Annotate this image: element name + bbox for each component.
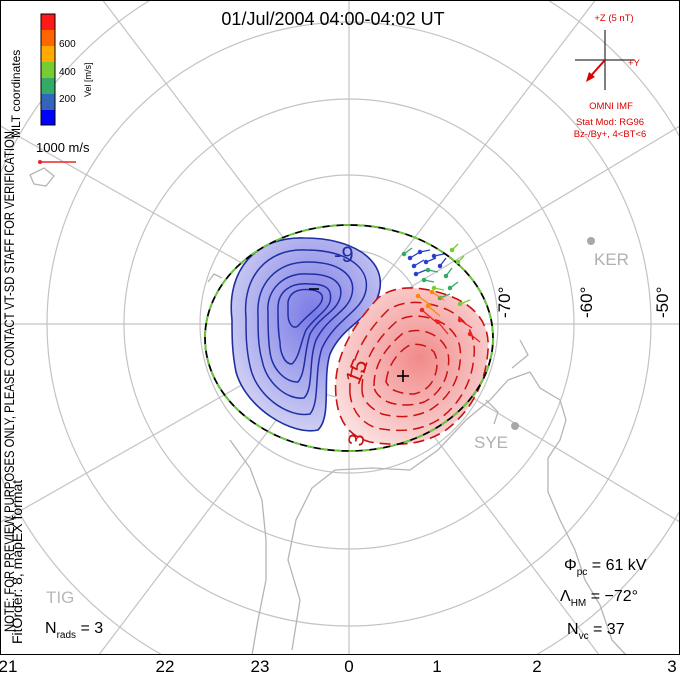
imf-model-line1: Stat Mod: RG96: [576, 117, 644, 128]
colorbar-unit-label: Vel [m/s]: [83, 62, 93, 97]
neg-contour-label: -9: [334, 242, 354, 267]
station-markers: [511, 237, 595, 430]
hm-boundary: [204, 224, 494, 452]
mlt-label-23: 23: [251, 657, 270, 674]
mlt-label-0: 0: [344, 657, 353, 674]
colorbar-tick-600: 600: [59, 39, 76, 50]
negative-potential-cell: [230, 237, 381, 432]
mlt-label-22: 22: [156, 657, 175, 674]
imf-y-label: +Y: [628, 58, 641, 69]
fit-order-label: FitOrder: 8, mapEX format: [9, 480, 25, 644]
lambda-hm-stat: ΛHM = −72°: [560, 588, 638, 609]
mlt-label-3: 3: [667, 657, 676, 674]
n-rads-stat: Nrads = 3: [45, 620, 103, 641]
mlt-coordinates-label: MLT coordinates: [9, 50, 23, 138]
mlt-label-1: 1: [432, 657, 441, 674]
map-title: 01/Jul/2004 04:00-04:02 UT: [221, 9, 444, 29]
vector-scale-label: 1000 m/s: [36, 140, 90, 155]
lat-label-50: -50°: [653, 287, 672, 318]
velocity-colorbar: [40, 13, 56, 126]
mlt-label-21: 21: [0, 657, 17, 674]
velocity-vectors: [401, 243, 481, 343]
preview-note: NOTE: FOR PREVIEW PURPOSES ONLY, PLEASE …: [2, 128, 17, 632]
colorbar-tick-400: 400: [59, 67, 76, 78]
imf-z-label: +Z (5 nT): [594, 13, 633, 24]
station-sye-label: SYE: [474, 433, 508, 452]
lat-label-60: -60°: [577, 287, 596, 318]
mlt-label-2: 2: [532, 657, 541, 674]
colorbar-tick-200: 200: [59, 94, 76, 105]
coastline: [29, 167, 627, 656]
imf-source-label: OMNI IMF: [589, 101, 633, 112]
positive-potential-cell: [334, 287, 489, 445]
n-vc-stat: Nvc = 37: [567, 621, 625, 642]
imf-clock: [575, 30, 635, 90]
imf-model-line2: Bz-/By+, 4<BT<6: [574, 129, 647, 140]
lat-label-70: -70°: [495, 287, 514, 318]
station-ker-label: KER: [594, 250, 629, 269]
vector-scale-dot: [38, 160, 42, 164]
station-tig-label: TIG: [46, 588, 74, 607]
pos-contour-label-2: 3: [343, 432, 370, 448]
